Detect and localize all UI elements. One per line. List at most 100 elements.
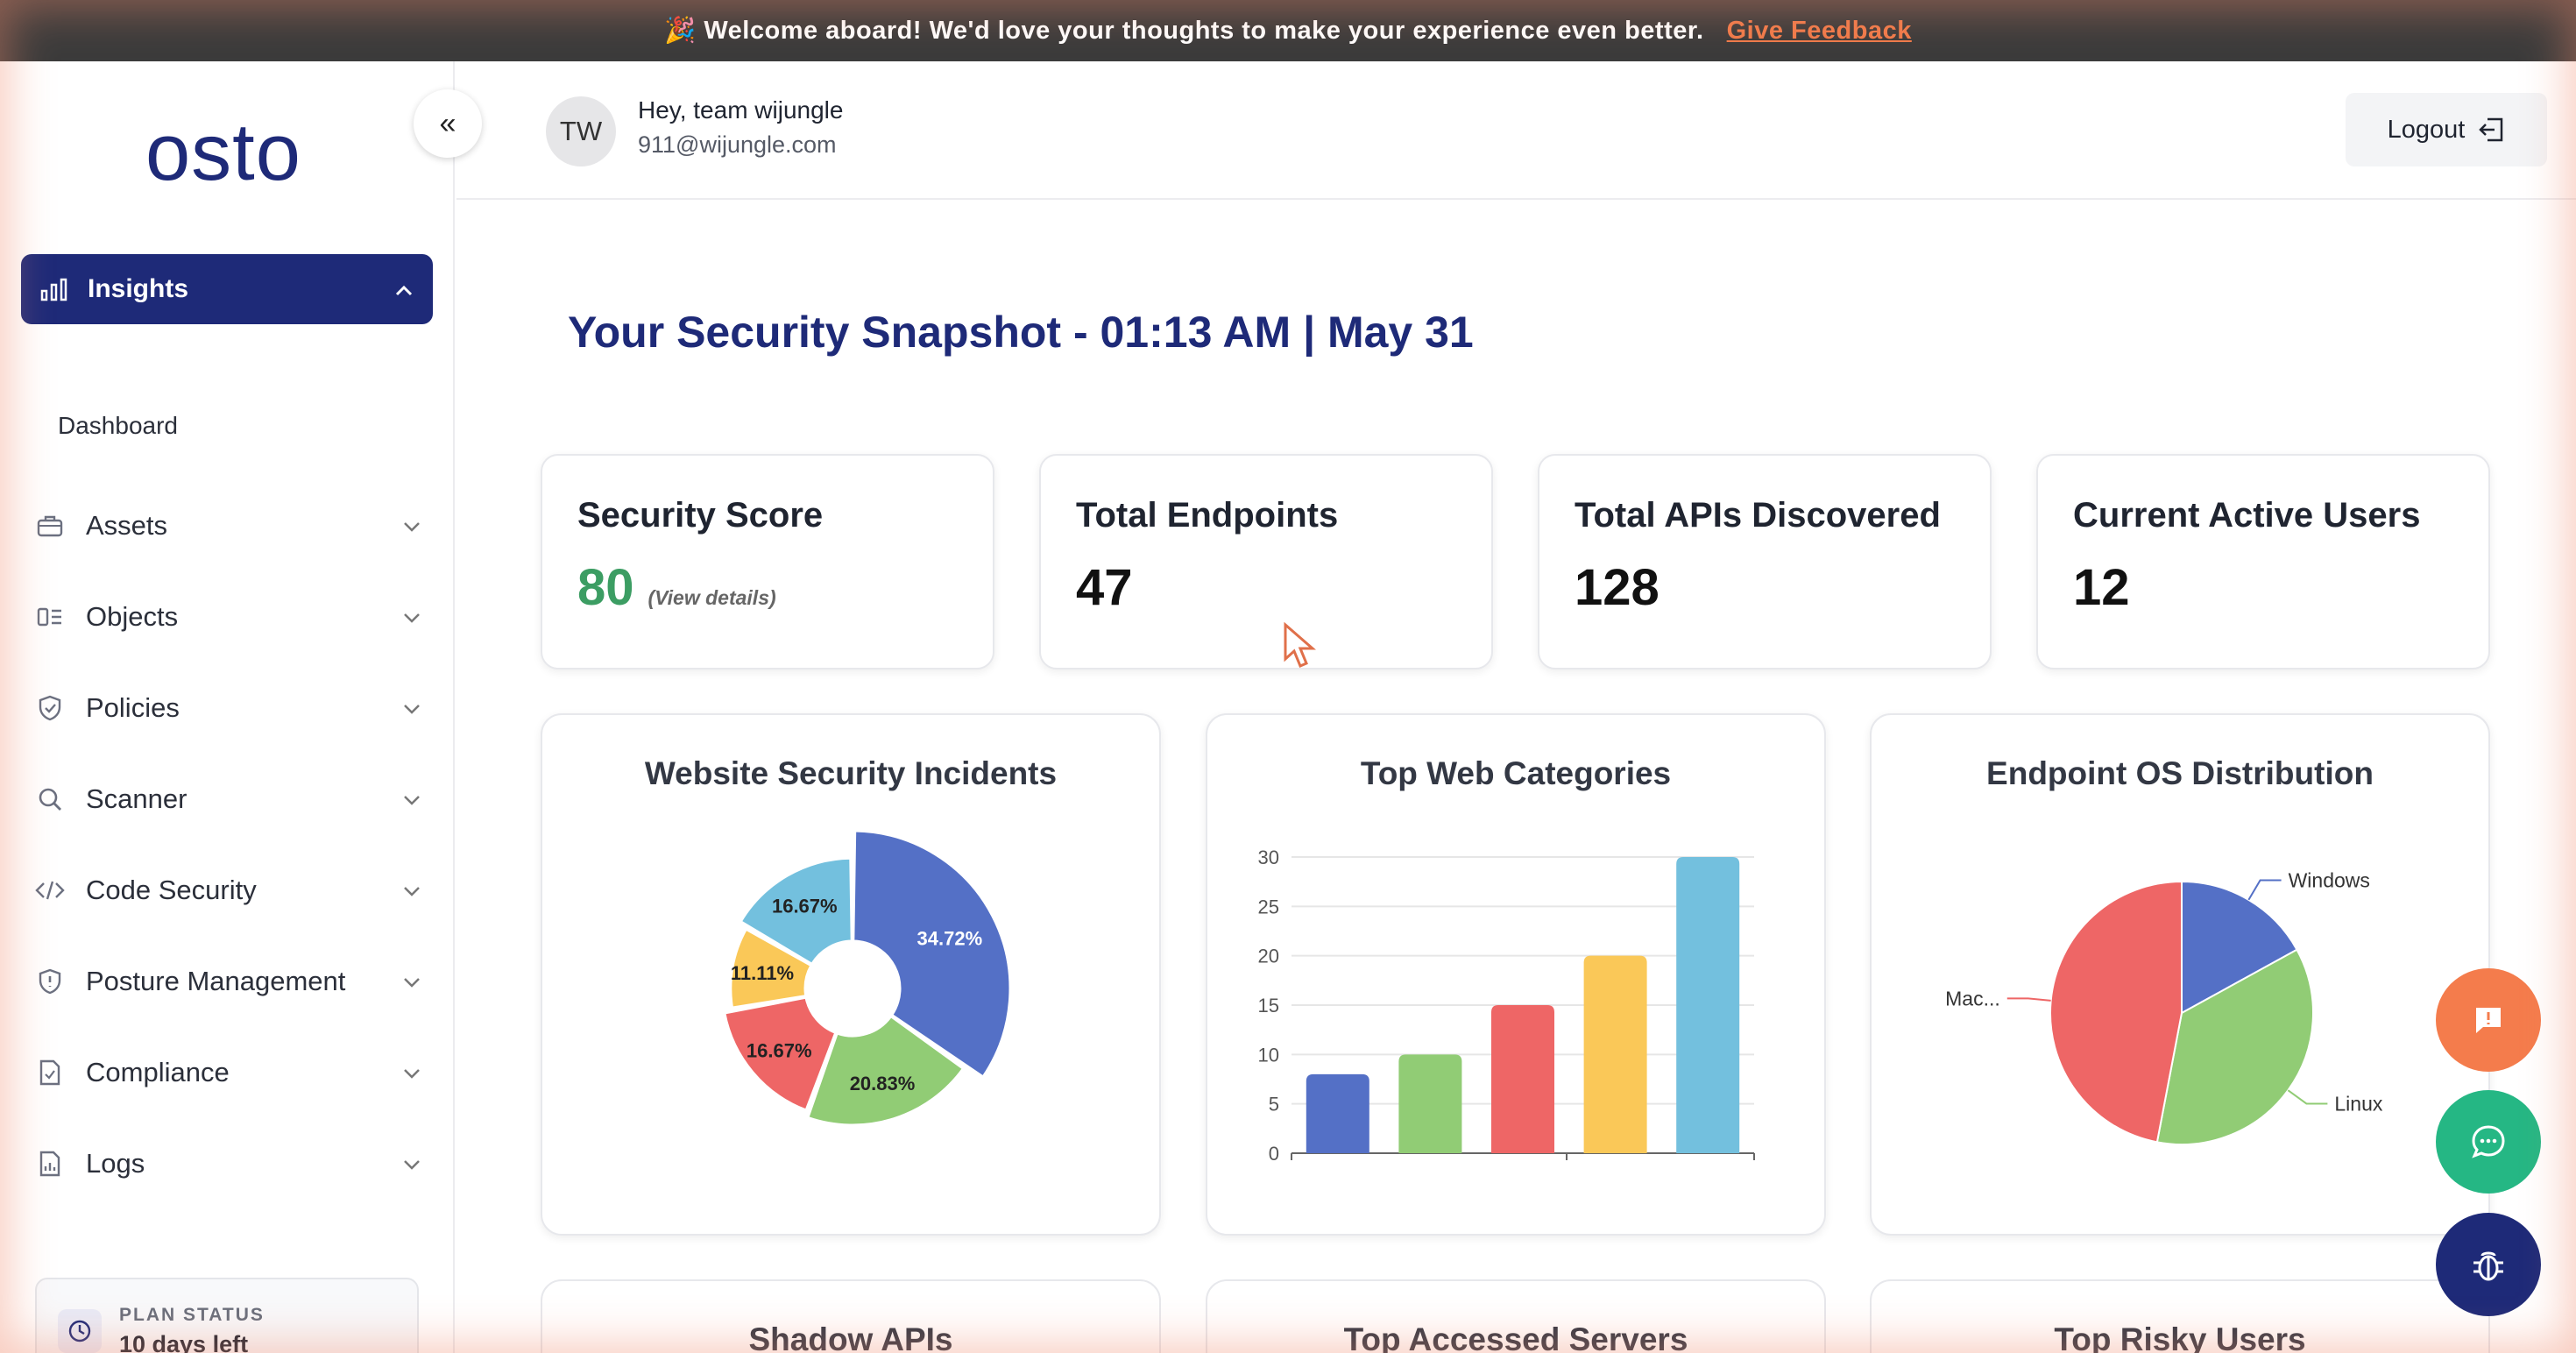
slice-label: 34.72%: [917, 927, 983, 949]
bar: [1676, 857, 1740, 1153]
card-title: Top Risky Users: [2054, 1321, 2306, 1353]
donut-slice: [723, 995, 838, 1112]
double-chevron-left-icon: «: [439, 106, 456, 140]
bar: [1398, 1054, 1462, 1153]
chat-bubble-icon: [2472, 1125, 2505, 1158]
code-icon: [35, 875, 65, 905]
sidebar-item-label: Insights: [88, 274, 189, 303]
stat-title: Current Active Users: [2073, 496, 2421, 535]
os-pie-chart: Windows Linux Mac...: [1945, 869, 2383, 1145]
search-icon: [35, 784, 65, 814]
sidebar-item-assets[interactable]: Assets: [35, 499, 421, 552]
feedback-banner: 🎉 Welcome aboard! We'd love your thought…: [0, 0, 2576, 61]
sidebar-item-label: Scanner: [86, 783, 188, 814]
logout-icon: [2479, 117, 2503, 142]
briefcase-icon: [35, 511, 65, 541]
sidebar-item-label: Logs: [86, 1148, 145, 1179]
shadow-apis-card: Shadow APIs: [541, 1279, 1161, 1353]
pie-leader-line: [2006, 997, 2051, 1002]
logout-label: Logout: [2387, 115, 2466, 144]
sidebar-item-scanner[interactable]: Scanner: [35, 773, 421, 825]
chevron-down-icon: [403, 970, 421, 993]
stat-title: Total APIs Discovered: [1575, 496, 1941, 535]
sidebar-item-label: Assets: [86, 510, 168, 541]
pie-leader-line: [2287, 1089, 2328, 1105]
sidebar-item-policies[interactable]: Policies: [35, 682, 421, 734]
sidebar-item-code-security[interactable]: Code Security: [35, 864, 421, 917]
chevron-down-icon: [403, 606, 421, 628]
banner-text: 🎉 Welcome aboard! We'd love your thought…: [664, 17, 1704, 45]
sidebar-item-label: Code Security: [86, 875, 257, 905]
chevron-up-icon: [394, 276, 414, 303]
chat-button[interactable]: [2436, 1090, 2541, 1194]
bug-icon: [2473, 1251, 2503, 1281]
file-chart-icon: [35, 1149, 65, 1179]
website-incidents-card: Website Security Incidents 34.72% 20.83% 1…: [541, 713, 1161, 1236]
sidebar-item-label: Compliance: [86, 1057, 230, 1087]
slice-label: 16.67%: [772, 895, 838, 917]
sidebar-item-label: Objects: [86, 601, 179, 632]
card-title: Shadow APIs: [748, 1321, 953, 1353]
objects-icon: [35, 602, 65, 632]
categories-bar-chart: 0 5 10 15 20 25 30: [1258, 847, 1755, 1165]
stat-value: 47: [1076, 559, 1133, 616]
card-title: Website Security Incidents: [644, 755, 1058, 791]
active-users-card: Current Active Users 12: [2036, 454, 2490, 669]
card-title: Endpoint OS Distribution: [1986, 755, 2374, 791]
feedback-button[interactable]: [2436, 968, 2541, 1072]
pie-slice: [2049, 880, 2183, 1144]
incidents-donut-chart: 34.72% 20.83% 16.67% 11.11% 16.67%: [723, 829, 1012, 1127]
security-score-card: Security Score 80 (View details): [541, 454, 994, 669]
chevron-down-icon: [403, 697, 421, 719]
give-feedback-link[interactable]: Give Feedback: [1726, 16, 1912, 45]
chevron-down-icon: [403, 879, 421, 902]
logout-button[interactable]: Logout: [2346, 93, 2547, 166]
sidebar: osto Insights Dashboard Assets Objects P…: [0, 61, 455, 1353]
endpoint-os-card: Endpoint OS Distribution Windows Linux Mac…: [1870, 713, 2490, 1236]
y-tick-label: 5: [1269, 1094, 1279, 1116]
shield-check-icon: [35, 693, 65, 723]
y-tick-label: 15: [1258, 995, 1279, 1017]
y-tick-label: 0: [1269, 1143, 1279, 1165]
slice-label: 16.67%: [747, 1039, 812, 1061]
page-title: Your Security Snapshot - 01:13 AM | May …: [568, 308, 1474, 357]
y-tick-label: 25: [1258, 896, 1279, 917]
card-title: Top Web Categories: [1360, 755, 1672, 791]
osto-logo[interactable]: osto: [145, 108, 301, 197]
y-tick-label: 30: [1258, 847, 1279, 868]
donut-slice: [739, 856, 853, 966]
y-tick-label: 10: [1258, 1044, 1279, 1066]
total-apis-card: Total APIs Discovered 128: [1538, 454, 1992, 669]
bar: [1306, 1073, 1369, 1153]
sidebar-item-compliance[interactable]: Compliance: [35, 1046, 421, 1099]
chevron-down-icon: [403, 788, 421, 811]
clock-icon: [58, 1309, 102, 1353]
pie-label: Linux: [2334, 1092, 2382, 1115]
card-title: Top Accessed Servers: [1343, 1321, 1688, 1353]
pie-leader-line: [2247, 879, 2282, 901]
avatar[interactable]: TW: [546, 96, 616, 166]
slice-label: 11.11%: [731, 962, 794, 984]
total-endpoints-card: Total Endpoints 47: [1039, 454, 1493, 669]
stat-title: Total Endpoints: [1076, 496, 1339, 535]
pie-label: Mac...: [1945, 987, 2000, 1009]
sidebar-item-objects[interactable]: Objects: [35, 591, 421, 643]
pie-slice: [2155, 948, 2314, 1145]
user-email: 911@wijungle.com: [638, 131, 837, 158]
risky-users-card: Top Risky Users: [1870, 1279, 2490, 1353]
sidebar-item-insights[interactable]: Insights: [21, 254, 433, 324]
bar-chart-icon: [40, 277, 68, 301]
chevron-down-icon: [403, 1061, 421, 1084]
sidebar-item-dashboard[interactable]: Dashboard: [58, 412, 178, 439]
sidebar-item-posture-management[interactable]: Posture Management: [35, 955, 421, 1008]
report-bug-button[interactable]: [2436, 1213, 2541, 1316]
plan-status-label: PLAN STATUS: [119, 1304, 265, 1325]
stat-value: 12: [2073, 559, 2130, 616]
collapse-sidebar-button[interactable]: «: [414, 89, 482, 158]
user-greeting: Hey, team wijungle: [638, 96, 844, 124]
sidebar-item-logs[interactable]: Logs: [35, 1137, 421, 1190]
chevron-down-icon: [403, 1152, 421, 1175]
top-web-categories-card: Top Web Categories 0 5 10 15 20 25 30: [1206, 713, 1826, 1236]
view-details-link[interactable]: (View details): [648, 586, 776, 609]
stat-value: 128: [1575, 559, 1660, 616]
